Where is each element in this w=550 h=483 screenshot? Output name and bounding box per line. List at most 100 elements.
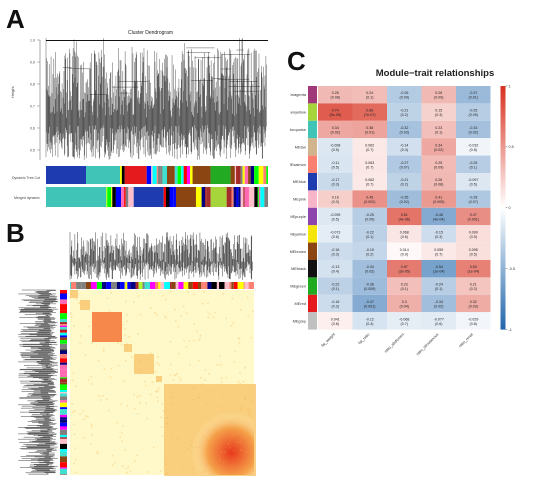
- cell-correlation: 0.57: [401, 265, 408, 269]
- module-color-swatch: [308, 294, 317, 313]
- heatmap-cell: [387, 173, 422, 191]
- heatmap-cell: [456, 173, 491, 191]
- trait-label: ratio_sbcutanous: [415, 332, 440, 357]
- tom-left-color-strip: [60, 304, 67, 311]
- tom-speckle: [127, 465, 130, 468]
- cell-correlation: 0.26: [332, 91, 339, 95]
- scale-tick-label: 0.5: [509, 145, 514, 149]
- heatmap-cell: [421, 207, 456, 226]
- cell-correlation: 0.41: [435, 196, 442, 200]
- tom-speckle: [157, 355, 159, 358]
- module-color-segment: [248, 187, 255, 207]
- tom-top-color-strip: [125, 282, 128, 289]
- tom-speckle: [201, 471, 203, 474]
- panel-c-label: C: [287, 46, 306, 76]
- heatmap-cell: [387, 138, 422, 156]
- tom-left-color-strip: [60, 354, 67, 359]
- tom-speckle: [156, 361, 158, 364]
- tom-speckle: [197, 397, 200, 399]
- cell-pvalue: (0.4): [332, 270, 339, 274]
- tom-speckle: [183, 339, 185, 342]
- tom-speckle: [220, 381, 223, 384]
- tom-module-block: [124, 344, 132, 352]
- tom-speckle: [87, 379, 90, 381]
- tom-speckle: [71, 403, 74, 405]
- tom-speckle: [133, 301, 135, 303]
- tom-speckle: [147, 471, 149, 473]
- tom-speckle: [79, 413, 82, 415]
- module-label: MEturquoise: [290, 127, 306, 132]
- tom-left-color-strip: [60, 402, 67, 408]
- tom-speckle: [85, 415, 87, 417]
- tom-top-color-strip: [216, 282, 220, 289]
- cell-correlation: 0.063: [365, 161, 374, 165]
- module-color-segment: [230, 166, 235, 184]
- tom-left-color-strip: [60, 451, 67, 457]
- module-color-segment: [160, 166, 163, 184]
- heatmap-cell: [456, 120, 491, 139]
- tom-speckle: [124, 449, 126, 451]
- tom-speckle: [88, 325, 90, 328]
- module-label: MEgreenyellow: [290, 110, 306, 115]
- tom-top-color-strip: [106, 282, 111, 289]
- tom-speckle: [200, 383, 203, 386]
- heatmap-cell: [456, 86, 491, 104]
- cell-pvalue: (0.5): [332, 148, 339, 152]
- tom-speckle: [198, 446, 201, 448]
- tom-speckle: [159, 470, 162, 472]
- heatmap-cell: [421, 138, 456, 156]
- tom-speckle: [71, 316, 73, 318]
- cell-pvalue: (1e-04): [433, 270, 445, 274]
- module-color-segment: [170, 166, 175, 184]
- tom-speckle: [121, 440, 123, 442]
- module-color-segment: [204, 187, 207, 207]
- tom-speckle: [244, 398, 246, 401]
- module-color-segment: [243, 187, 245, 207]
- module-color-segment: [183, 166, 187, 184]
- module-color-segment: [190, 166, 193, 184]
- tom-speckle: [133, 407, 136, 410]
- tom-large-module: [164, 384, 254, 475]
- tom-speckle: [137, 333, 139, 335]
- module-color-segment: [128, 187, 134, 207]
- tom-module-block: [70, 290, 78, 298]
- cell-correlation: 0.014: [400, 248, 409, 252]
- tom-speckle: [162, 294, 164, 297]
- tom-left-color-strip: [60, 364, 67, 370]
- tom-left-color-strip: [60, 438, 67, 444]
- heatmap-cell: [352, 277, 387, 295]
- module-color-segment: [121, 166, 125, 184]
- tom-left-color-strip: [60, 419, 67, 423]
- tom-top-color-strip: [152, 282, 156, 289]
- tom-top-color-strip: [175, 282, 179, 289]
- tom-speckle: [158, 363, 160, 366]
- tom-speckle: [111, 464, 114, 466]
- y-tick-label: 0.5: [30, 149, 35, 153]
- tom-speckle: [160, 426, 163, 428]
- module-color-swatch: [308, 260, 317, 278]
- tom-top-color-strip: [169, 282, 172, 289]
- tom-speckle: [221, 393, 224, 396]
- tom-speckle: [191, 468, 194, 470]
- cell-pvalue: (0.5): [470, 235, 477, 239]
- trait-label: fat_weight: [320, 331, 337, 348]
- cell-correlation: -0.32: [400, 126, 408, 130]
- tom-speckle: [124, 328, 126, 330]
- module-color-swatch: [308, 312, 317, 330]
- cell-pvalue: (0.02): [365, 270, 374, 274]
- heatmap-cell: [421, 190, 456, 208]
- heatmap-cell: [387, 294, 422, 313]
- heatmap-cell: [352, 207, 387, 226]
- tom-speckle: [129, 470, 132, 473]
- tom-top-color-strip: [164, 282, 170, 289]
- tom-speckle: [139, 359, 141, 362]
- module-color-segment: [242, 166, 245, 184]
- cell-pvalue: (0.3): [332, 305, 339, 309]
- cell-pvalue: (0.01): [469, 96, 478, 100]
- tom-speckle: [121, 324, 123, 326]
- tom-speckle: [114, 461, 116, 464]
- module-color-segment: [124, 187, 126, 207]
- cell-correlation: 0.3: [402, 300, 407, 304]
- tom-speckle: [74, 447, 76, 449]
- cell-pvalue: (0.5): [470, 183, 477, 187]
